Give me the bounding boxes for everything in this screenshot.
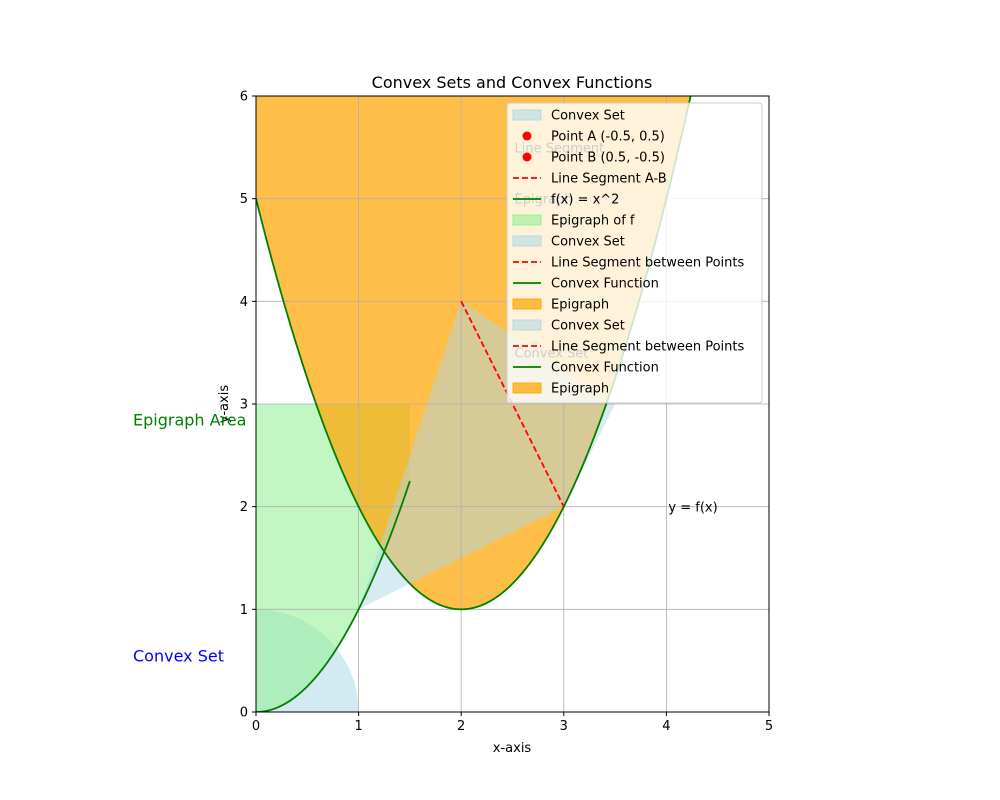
side-annotation: Convex Set xyxy=(133,647,224,666)
legend-marker xyxy=(522,131,532,141)
legend-entry: Convex Set xyxy=(512,235,625,250)
x-tick-label: 3 xyxy=(560,719,568,734)
legend-label: Convex Set xyxy=(551,109,625,124)
x-tick-label: 0 xyxy=(252,719,260,734)
x-axis-label: x-axis xyxy=(493,741,532,756)
legend-box xyxy=(506,102,763,404)
legend-marker xyxy=(522,152,532,162)
legend-entry: Convex Function xyxy=(513,277,659,292)
chart-title: Convex Sets and Convex Functions xyxy=(372,73,653,92)
y-tick-label: 0 xyxy=(240,706,248,721)
x-tick-label: 5 xyxy=(765,719,773,734)
y-tick-label: 4 xyxy=(240,295,248,310)
legend-entry: Epigraph xyxy=(512,382,609,397)
legend-label: f(x) = x^2 xyxy=(551,193,619,208)
legend-label: Epigraph of f xyxy=(551,214,635,229)
y-tick-label: 3 xyxy=(240,398,248,413)
y-ticks: 0 1 2 3 4 5 6 xyxy=(240,90,256,721)
y-tick-label: 2 xyxy=(240,500,248,515)
legend-swatch xyxy=(512,109,542,121)
legend-label: Convex Function xyxy=(551,361,659,376)
legend-swatch xyxy=(512,319,542,331)
x-tick-label: 2 xyxy=(457,719,465,734)
legend-entry: Convex Function xyxy=(513,361,659,376)
x-tick-label: 4 xyxy=(662,719,670,734)
legend-entry: Point B (0.5, -0.5) xyxy=(522,151,665,166)
legend-swatch xyxy=(512,235,542,247)
legend-entry: Point A (-0.5, 0.5) xyxy=(522,130,665,145)
legend-entry: Line Segment between Points xyxy=(513,256,744,271)
y-tick-label: 1 xyxy=(240,603,248,618)
legend-swatch xyxy=(512,382,542,394)
y-tick-label: 5 xyxy=(240,192,248,207)
x-tick-label: 1 xyxy=(354,719,362,734)
legend-entry: Line Segment between Points xyxy=(513,340,744,355)
legend-swatch xyxy=(512,214,542,226)
legend: Convex Set Point A (-0.5, 0.5) Point B (0.… xyxy=(506,102,763,404)
legend-entry: f(x) = x^2 xyxy=(513,193,619,208)
legend-label: Epigraph xyxy=(551,382,609,397)
legend-label: Line Segment between Points xyxy=(551,256,744,271)
legend-label: Line Segment between Points xyxy=(551,340,744,355)
series-line-2 xyxy=(460,300,565,508)
side-annotation: Epigraph Area xyxy=(133,410,246,429)
legend-label: Line Segment A-B xyxy=(551,172,667,187)
legend-entry: Epigraph of f xyxy=(512,214,635,229)
legend-swatch xyxy=(512,298,542,310)
legend-label: Convex Set xyxy=(551,235,625,250)
legend-entry: Line Segment A-B xyxy=(513,172,667,187)
legend-label: Point A (-0.5, 0.5) xyxy=(551,130,665,145)
annotation-label: y = f(x) xyxy=(668,501,717,516)
legend-label: Convex Set xyxy=(551,319,625,334)
x-ticks: 0 1 2 3 4 5 xyxy=(252,712,773,734)
legend-label: Epigraph xyxy=(551,298,609,313)
y-tick-label: 6 xyxy=(240,90,248,105)
legend-label: Point B (0.5, -0.5) xyxy=(551,151,665,166)
legend-entry: Convex Set xyxy=(512,319,625,334)
y-axis-label: y-axis xyxy=(217,385,232,423)
legend-label: Convex Function xyxy=(551,277,659,292)
legend-entry: Epigraph xyxy=(512,298,609,313)
legend-entry: Convex Set xyxy=(512,109,625,124)
